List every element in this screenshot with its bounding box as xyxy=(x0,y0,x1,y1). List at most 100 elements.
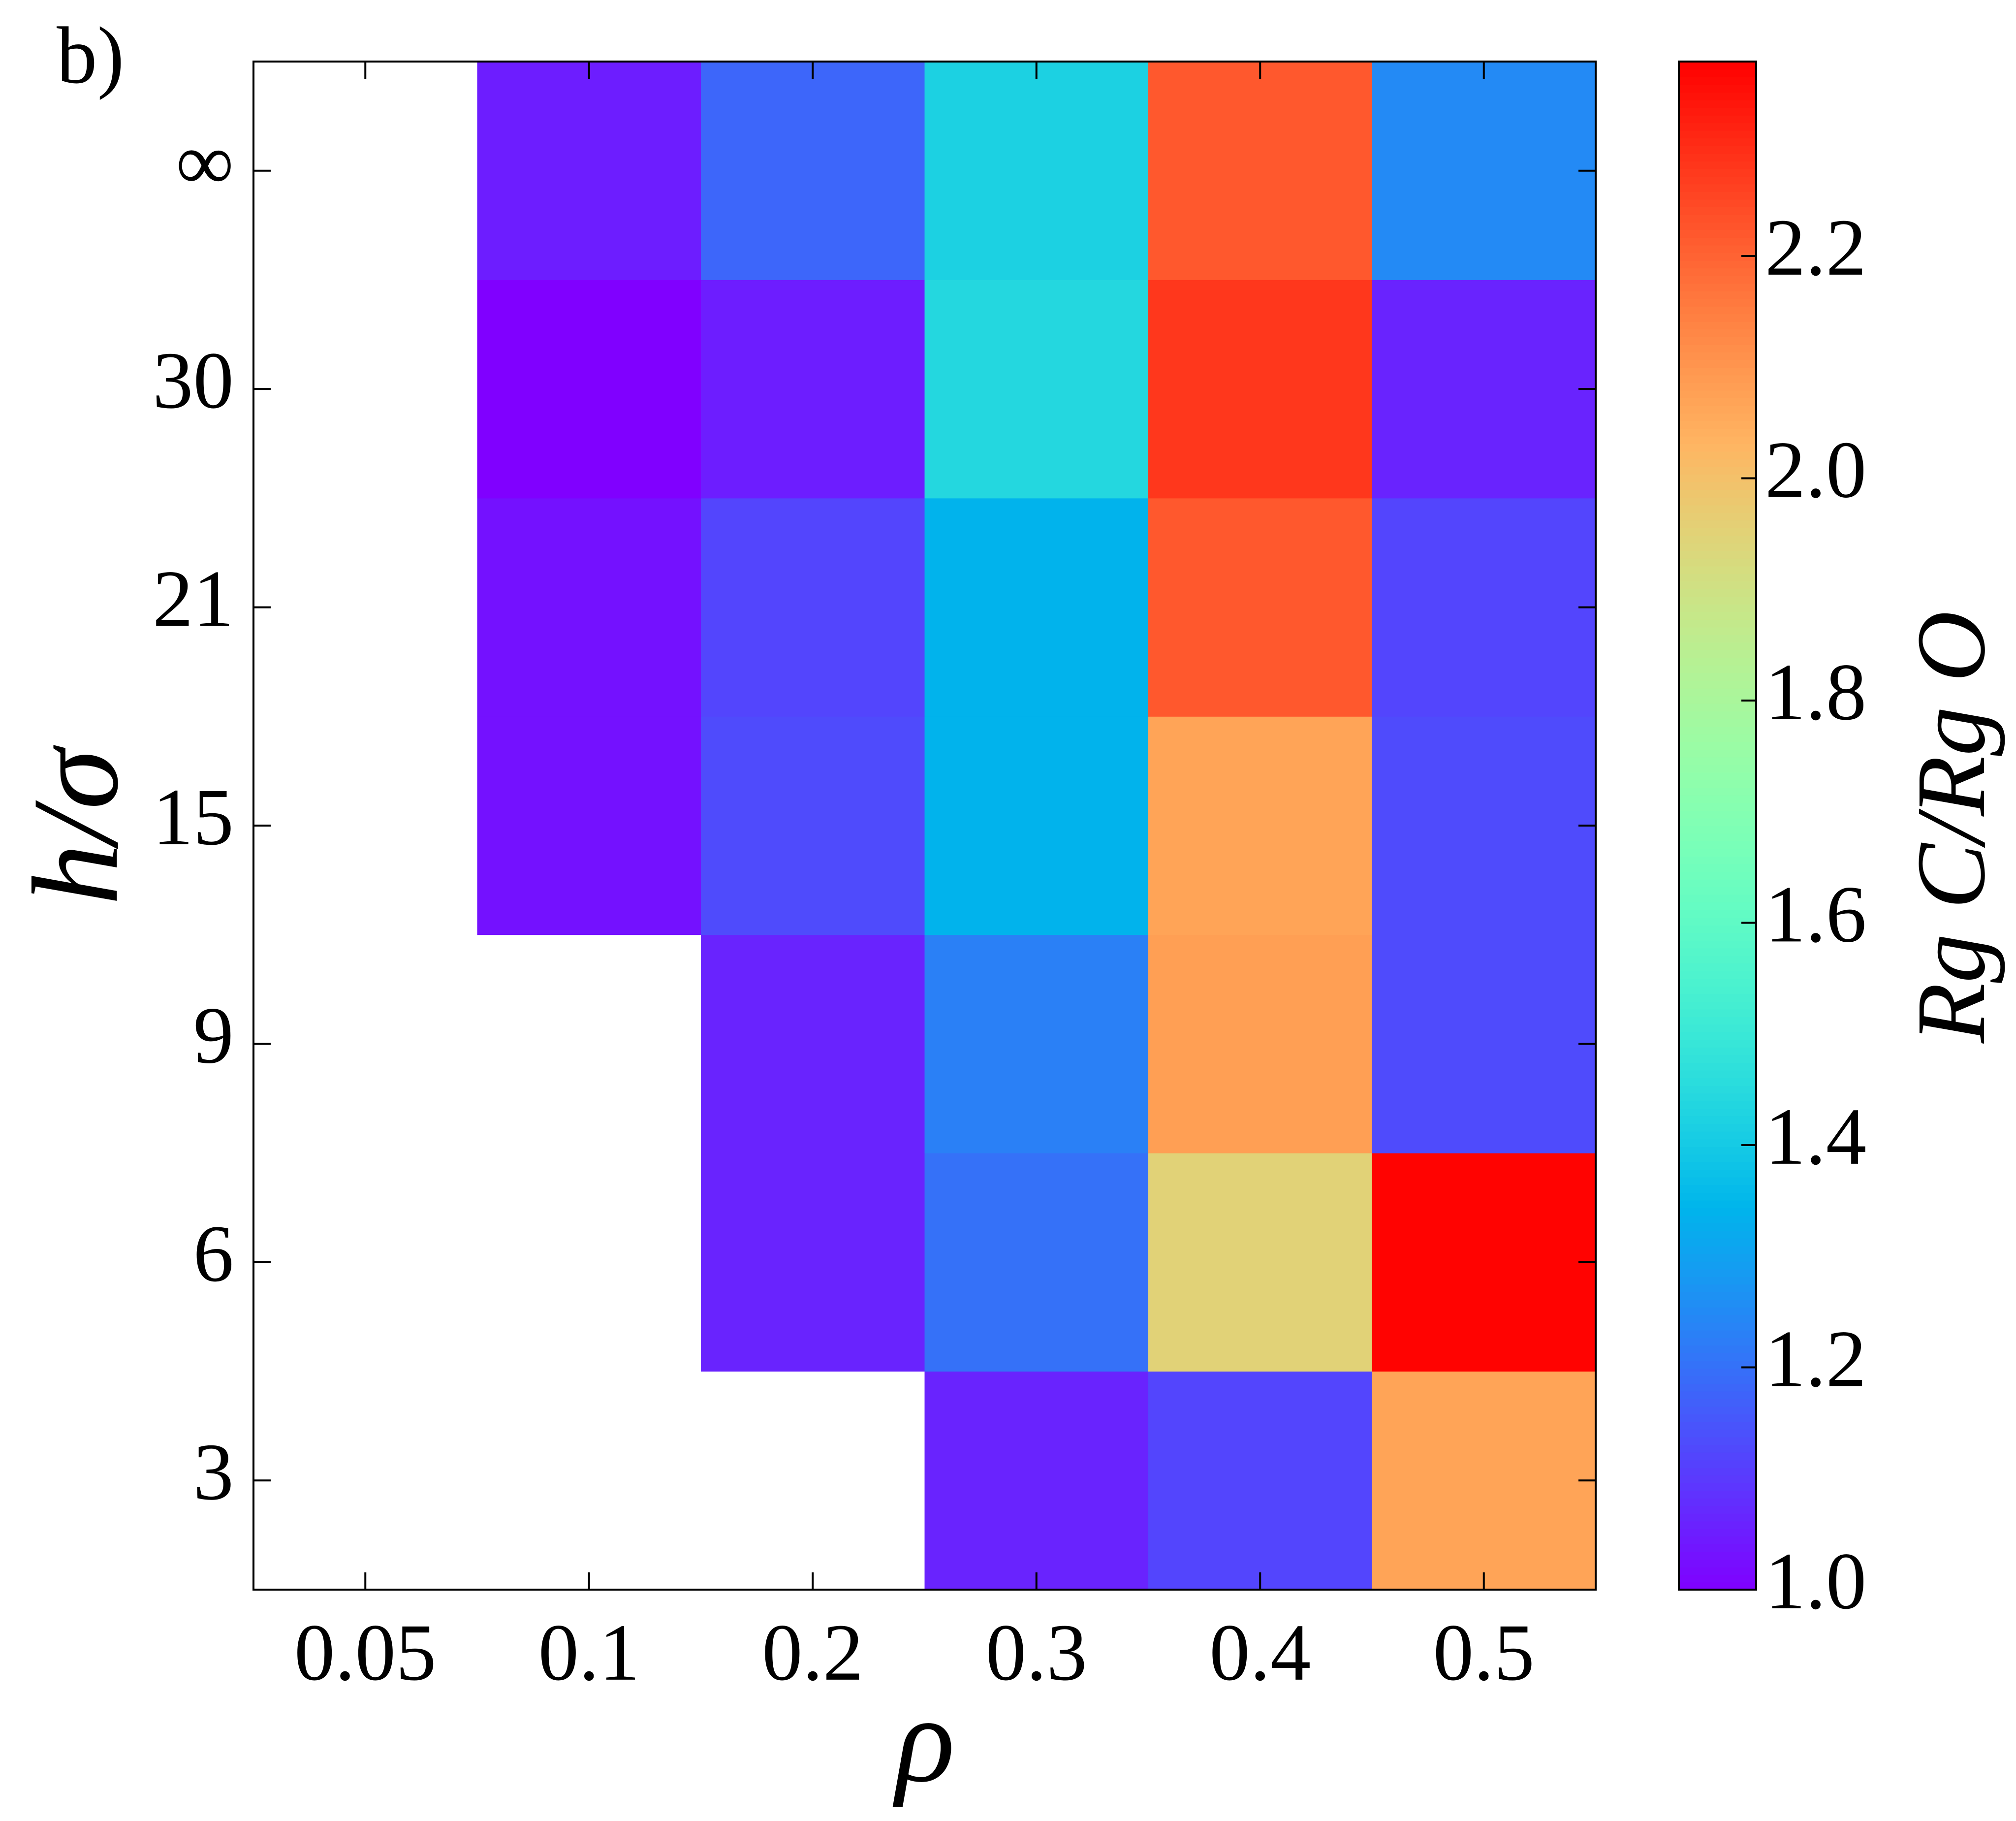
colorbar-segment xyxy=(1679,604,1756,612)
y-tick-label: 6 xyxy=(193,1209,234,1299)
heatmap-cell xyxy=(924,1371,1149,1590)
colorbar-segment xyxy=(1679,184,1756,192)
colorbar-label: Rg C/Rg O xyxy=(1897,611,2006,1044)
colorbar-segment xyxy=(1679,359,1756,368)
colorbar-segment xyxy=(1679,168,1756,177)
colorbar-segment xyxy=(1679,1352,1756,1361)
colorbar-segment xyxy=(1679,581,1756,589)
colorbar-segment xyxy=(1679,1566,1756,1575)
colorbar-segment xyxy=(1679,1528,1756,1537)
colorbar-segment xyxy=(1679,1322,1756,1331)
colorbar-segment xyxy=(1679,635,1756,643)
colorbar-segment xyxy=(1679,474,1756,482)
colorbar-segment xyxy=(1679,1108,1756,1117)
colorbar-segment xyxy=(1679,62,1756,70)
colorbar-segment xyxy=(1679,1200,1756,1208)
colorbar-segment xyxy=(1679,1230,1756,1239)
colorbar-segment xyxy=(1679,268,1756,276)
y-tick-label: 15 xyxy=(153,772,234,862)
colorbar-segment xyxy=(1679,1505,1756,1514)
colorbar-segment xyxy=(1679,298,1756,307)
colorbar-segment xyxy=(1679,963,1756,971)
colorbar-segment xyxy=(1679,1330,1756,1338)
y-axis-label: h/σ xyxy=(7,744,144,905)
colorbar-segment xyxy=(1679,543,1756,551)
colorbar-segment xyxy=(1679,650,1756,658)
colorbar-segment xyxy=(1679,1391,1756,1399)
colorbar-segment xyxy=(1679,1238,1756,1246)
x-tick-label: 0.05 xyxy=(294,1607,437,1697)
colorbar-segment xyxy=(1679,711,1756,719)
colorbar-segment xyxy=(1679,841,1756,849)
colorbar-segment xyxy=(1679,879,1756,888)
colorbar-segment xyxy=(1679,1406,1756,1415)
heatmap-cell xyxy=(1372,934,1596,1153)
colorbar-segment xyxy=(1679,1490,1756,1499)
heatmap-cell xyxy=(1148,716,1372,935)
colorbar-segment xyxy=(1679,351,1756,360)
colorbar-segment xyxy=(1679,99,1756,108)
colorbar-segment xyxy=(1679,1421,1756,1430)
colorbar-segment xyxy=(1679,1467,1756,1476)
colorbar-segment xyxy=(1679,1100,1756,1109)
colorbar-segment xyxy=(1679,1276,1756,1285)
colorbar-segment xyxy=(1679,978,1756,987)
colorbar-segment xyxy=(1679,1093,1756,1101)
colorbar-segment xyxy=(1679,672,1756,681)
colorbar-segment xyxy=(1679,1291,1756,1300)
colorbar-segment xyxy=(1679,375,1756,383)
colorbar-segment xyxy=(1679,344,1756,352)
colorbar-segment xyxy=(1679,848,1756,857)
colorbar-tick-label: 1.8 xyxy=(1765,647,1866,737)
colorbar-segment xyxy=(1679,1574,1756,1583)
heatmap-cell xyxy=(1372,1153,1596,1372)
colorbar-segment xyxy=(1679,955,1756,964)
y-tick-label: ∞ xyxy=(176,117,234,207)
colorbar-segment xyxy=(1679,130,1756,139)
colorbar-segment xyxy=(1679,909,1756,918)
colorbar-segment xyxy=(1679,833,1756,842)
colorbar-segment xyxy=(1679,1261,1756,1270)
colorbar-segment xyxy=(1679,92,1756,100)
colorbar-segment xyxy=(1679,405,1756,414)
colorbar-segment xyxy=(1679,772,1756,780)
colorbar-segment xyxy=(1679,428,1756,437)
colorbar-segment xyxy=(1679,940,1756,949)
heatmap-cell xyxy=(1148,498,1372,717)
colorbar-segment xyxy=(1679,1246,1756,1254)
heatmap-cell xyxy=(477,280,701,499)
heatmap-cell xyxy=(701,62,925,280)
colorbar-segment xyxy=(1679,1017,1756,1025)
colorbar-segment xyxy=(1679,481,1756,490)
colorbar-segment xyxy=(1679,84,1756,93)
colorbar-segment xyxy=(1679,1414,1756,1422)
colorbar-segment xyxy=(1679,1475,1756,1483)
colorbar-segment xyxy=(1679,245,1756,253)
colorbar-segment xyxy=(1679,1070,1756,1079)
colorbar-segment xyxy=(1679,917,1756,926)
colorbar-segment xyxy=(1679,1368,1756,1376)
colorbar-segment xyxy=(1679,1001,1756,1010)
colorbar-segment xyxy=(1679,688,1756,697)
colorbar-segment xyxy=(1679,444,1756,452)
colorbar-segment xyxy=(1679,1169,1756,1178)
colorbar-segment xyxy=(1679,993,1756,1002)
colorbar-segment xyxy=(1679,123,1756,131)
colorbar-segment xyxy=(1679,115,1756,124)
colorbar-segment xyxy=(1679,138,1756,146)
colorbar-segment xyxy=(1679,69,1756,78)
colorbar-segment xyxy=(1679,734,1756,742)
colorbar-segment xyxy=(1679,160,1756,169)
colorbar-segment xyxy=(1679,665,1756,673)
colorbar-segment xyxy=(1679,1551,1756,1560)
colorbar-segment xyxy=(1679,1078,1756,1086)
colorbar-tick-label: 2.0 xyxy=(1765,424,1866,514)
colorbar-segment xyxy=(1679,741,1756,750)
colorbar-segment xyxy=(1679,1047,1756,1055)
colorbar-tick-label: 1.6 xyxy=(1765,869,1866,959)
colorbar-segment xyxy=(1679,627,1756,635)
colorbar-segment xyxy=(1679,726,1756,735)
colorbar-segment xyxy=(1679,1521,1756,1529)
x-tick-label: 0.1 xyxy=(538,1607,640,1697)
heatmap-cell xyxy=(1148,1153,1372,1372)
